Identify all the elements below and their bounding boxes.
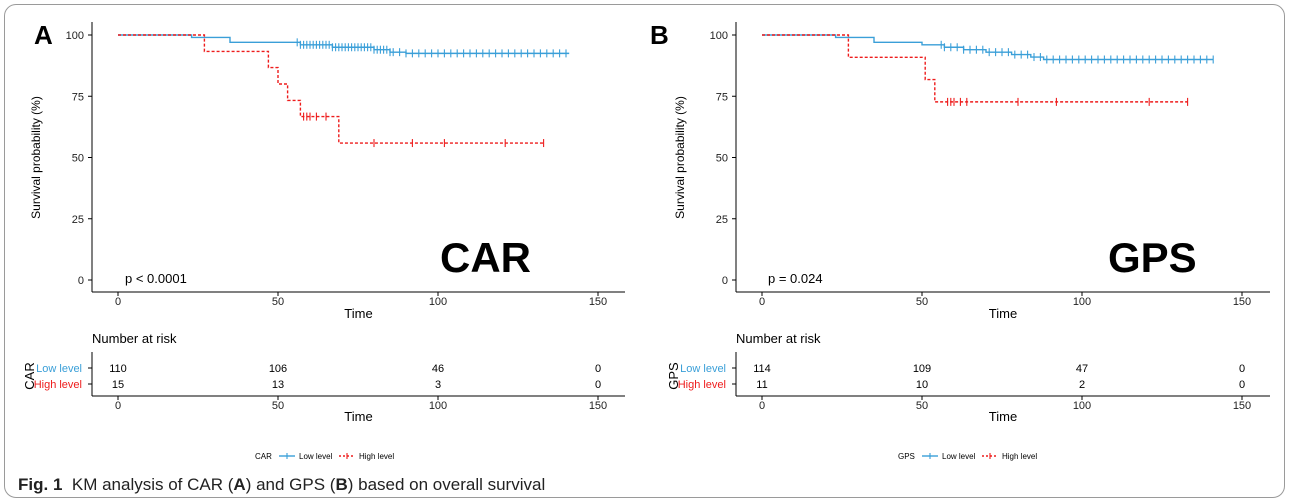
panel-a-letter: A	[34, 20, 53, 50]
panel-b-legend-label: Low level	[942, 452, 976, 461]
panel-a-ytick-label: 75	[72, 91, 84, 103]
panel-a-legend-title: CAR	[255, 452, 272, 461]
panel-b-risk-row-label: High level	[678, 379, 726, 391]
panel-b-risk-cell: 0	[1239, 379, 1245, 391]
panel-a-risk-cell: 3	[435, 379, 441, 391]
panel-a-risk-row-label: Low level	[36, 363, 82, 375]
panel-a-series-high-line	[118, 34, 544, 144]
panel-b-risk-cell: 114	[753, 363, 771, 375]
panel-a-xtick-label: 50	[272, 296, 284, 308]
panel-a-risk-cell: 13	[272, 379, 284, 391]
caption-label: Fig. 1	[18, 475, 63, 494]
caption-text-2: ) and GPS (	[245, 475, 336, 494]
panel-b-ytick-label: 100	[710, 30, 728, 42]
panel-b-ytick-label: 75	[716, 91, 728, 103]
panel-a-risk-x-title: Time	[344, 409, 372, 424]
panel-a-ytick-label: 25	[72, 214, 84, 226]
panel-a-risk-cell: 15	[112, 379, 124, 391]
panel-b-risk-xtick-label: 0	[759, 400, 765, 412]
panel-b-risk-x-title: Time	[989, 409, 1017, 424]
panel-b-ytick-label: 0	[722, 275, 728, 287]
panel-b-p-value: p = 0.024	[768, 271, 823, 286]
panel-b-risk-y-title: GPS	[666, 362, 681, 390]
panel-b-risk-cell: 10	[916, 379, 928, 391]
panel-a-legend-label: High level	[359, 452, 394, 461]
panel-a-risk-xtick-label: 150	[589, 400, 607, 412]
panel-a-ytick-label: 0	[78, 275, 84, 287]
panel-b-risk-title: Number at risk	[736, 331, 821, 346]
panel-a-risk-cell: 110	[109, 363, 127, 375]
panel-b-series-low-line	[762, 34, 1214, 61]
panel-a-risk-y-title: CAR	[22, 362, 37, 389]
panel-a-ytick-label: 50	[72, 153, 84, 165]
panel-b-risk-xtick-label: 50	[916, 400, 928, 412]
panel-a-risk-xtick-label: 50	[272, 400, 284, 412]
panel-a-y-axis-title: Survival probability (%)	[29, 96, 43, 219]
panel-a-ytick-label: 100	[66, 30, 84, 42]
panel-b-risk-xtick-label: 100	[1073, 400, 1091, 412]
panel-b-risk-row-label: Low level	[680, 363, 726, 375]
panel-b-risk-xtick-label: 150	[1233, 400, 1251, 412]
panel-b-xtick-label: 50	[916, 296, 928, 308]
panel-a-risk-title: Number at risk	[92, 331, 177, 346]
caption-bold-a: A	[233, 475, 246, 494]
panel-a-xtick-label: 0	[115, 296, 121, 308]
panel-b-risk-cell: 2	[1079, 379, 1085, 391]
panel-a-p-value: p < 0.0001	[125, 271, 187, 286]
caption-bold-b: B	[335, 475, 348, 494]
panel-a-risk-xtick-label: 0	[115, 400, 121, 412]
panel-a-legend-label: Low level	[299, 452, 333, 461]
panel-a-risk-cell: 106	[269, 363, 287, 375]
panel-b-risk-cell: 11	[756, 379, 767, 391]
panel-a-xtick-label: 100	[429, 296, 447, 308]
panel-b-risk-cell: 109	[913, 363, 931, 375]
panel-b-letter: B	[650, 20, 669, 50]
panel-b-xtick-label: 100	[1073, 296, 1091, 308]
panel-b-risk-cell: 47	[1076, 363, 1088, 375]
panel-b-ytick-label: 50	[716, 153, 728, 165]
panel-a-x-axis-title: Time	[344, 306, 372, 321]
panel-a-risk-row-label: High level	[34, 379, 82, 391]
panel-b-series-high-line	[762, 34, 1188, 103]
panel-a-risk-cell: 0	[595, 363, 601, 375]
panel-b-y-axis-title: Survival probability (%)	[673, 96, 687, 219]
caption-text-3: ) based on overall survival	[347, 475, 546, 494]
panel-a-risk-cell: 46	[432, 363, 444, 375]
panel-a-risk-xtick-label: 100	[429, 400, 447, 412]
figure-caption: Fig. 1 KM analysis of CAR (A) and GPS (B…	[18, 475, 545, 495]
caption-text-1: KM analysis of CAR (	[71, 475, 234, 494]
panel-b-x-axis-title: Time	[989, 306, 1017, 321]
figure-frame	[4, 4, 1285, 498]
panel-b-legend-label: High level	[1002, 452, 1037, 461]
panel-b-big-label: GPS	[1108, 234, 1197, 281]
panel-b-xtick-label: 150	[1233, 296, 1251, 308]
panel-a-xtick-label: 150	[589, 296, 607, 308]
panel-b-legend-title: GPS	[898, 452, 915, 461]
panel-b-xtick-label: 0	[759, 296, 765, 308]
panel-a-risk-cell: 0	[595, 379, 601, 391]
panel-b-ytick-label: 25	[716, 214, 728, 226]
panel-b-risk-cell: 0	[1239, 363, 1245, 375]
panel-a-big-label: CAR	[440, 234, 531, 281]
